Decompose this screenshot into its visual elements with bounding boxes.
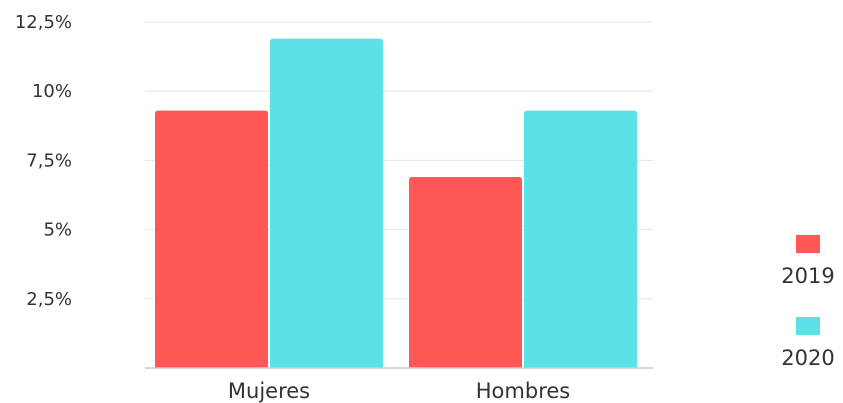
bars — [155, 38, 637, 369]
legend-label: 2019 — [781, 264, 834, 288]
legend: 2019 2020 — [781, 235, 835, 370]
x-category-label: Mujeres — [228, 379, 310, 403]
legend-swatch-2019 — [796, 235, 820, 253]
y-tick-label: 5% — [43, 220, 72, 241]
y-tick-label: 10% — [32, 81, 72, 102]
x-axis-category-labels: Mujeres Hombres — [228, 379, 570, 403]
bar-mujeres-2019 — [155, 110, 268, 369]
bar-hombres-2019 — [409, 177, 522, 368]
legend-label: 2020 — [781, 346, 834, 370]
legend-swatch-2020 — [796, 317, 820, 335]
x-category-label: Hombres — [476, 379, 570, 403]
y-tick-label: 12,5% — [15, 12, 72, 33]
y-tick-label: 2,5% — [26, 289, 72, 310]
bar-mujeres-2020 — [270, 38, 383, 368]
y-axis-tick-labels: 2,5% 5% 7,5% 10% 12,5% — [15, 12, 72, 310]
bar-hombres-2020 — [524, 110, 637, 369]
y-tick-label: 7,5% — [26, 150, 72, 171]
